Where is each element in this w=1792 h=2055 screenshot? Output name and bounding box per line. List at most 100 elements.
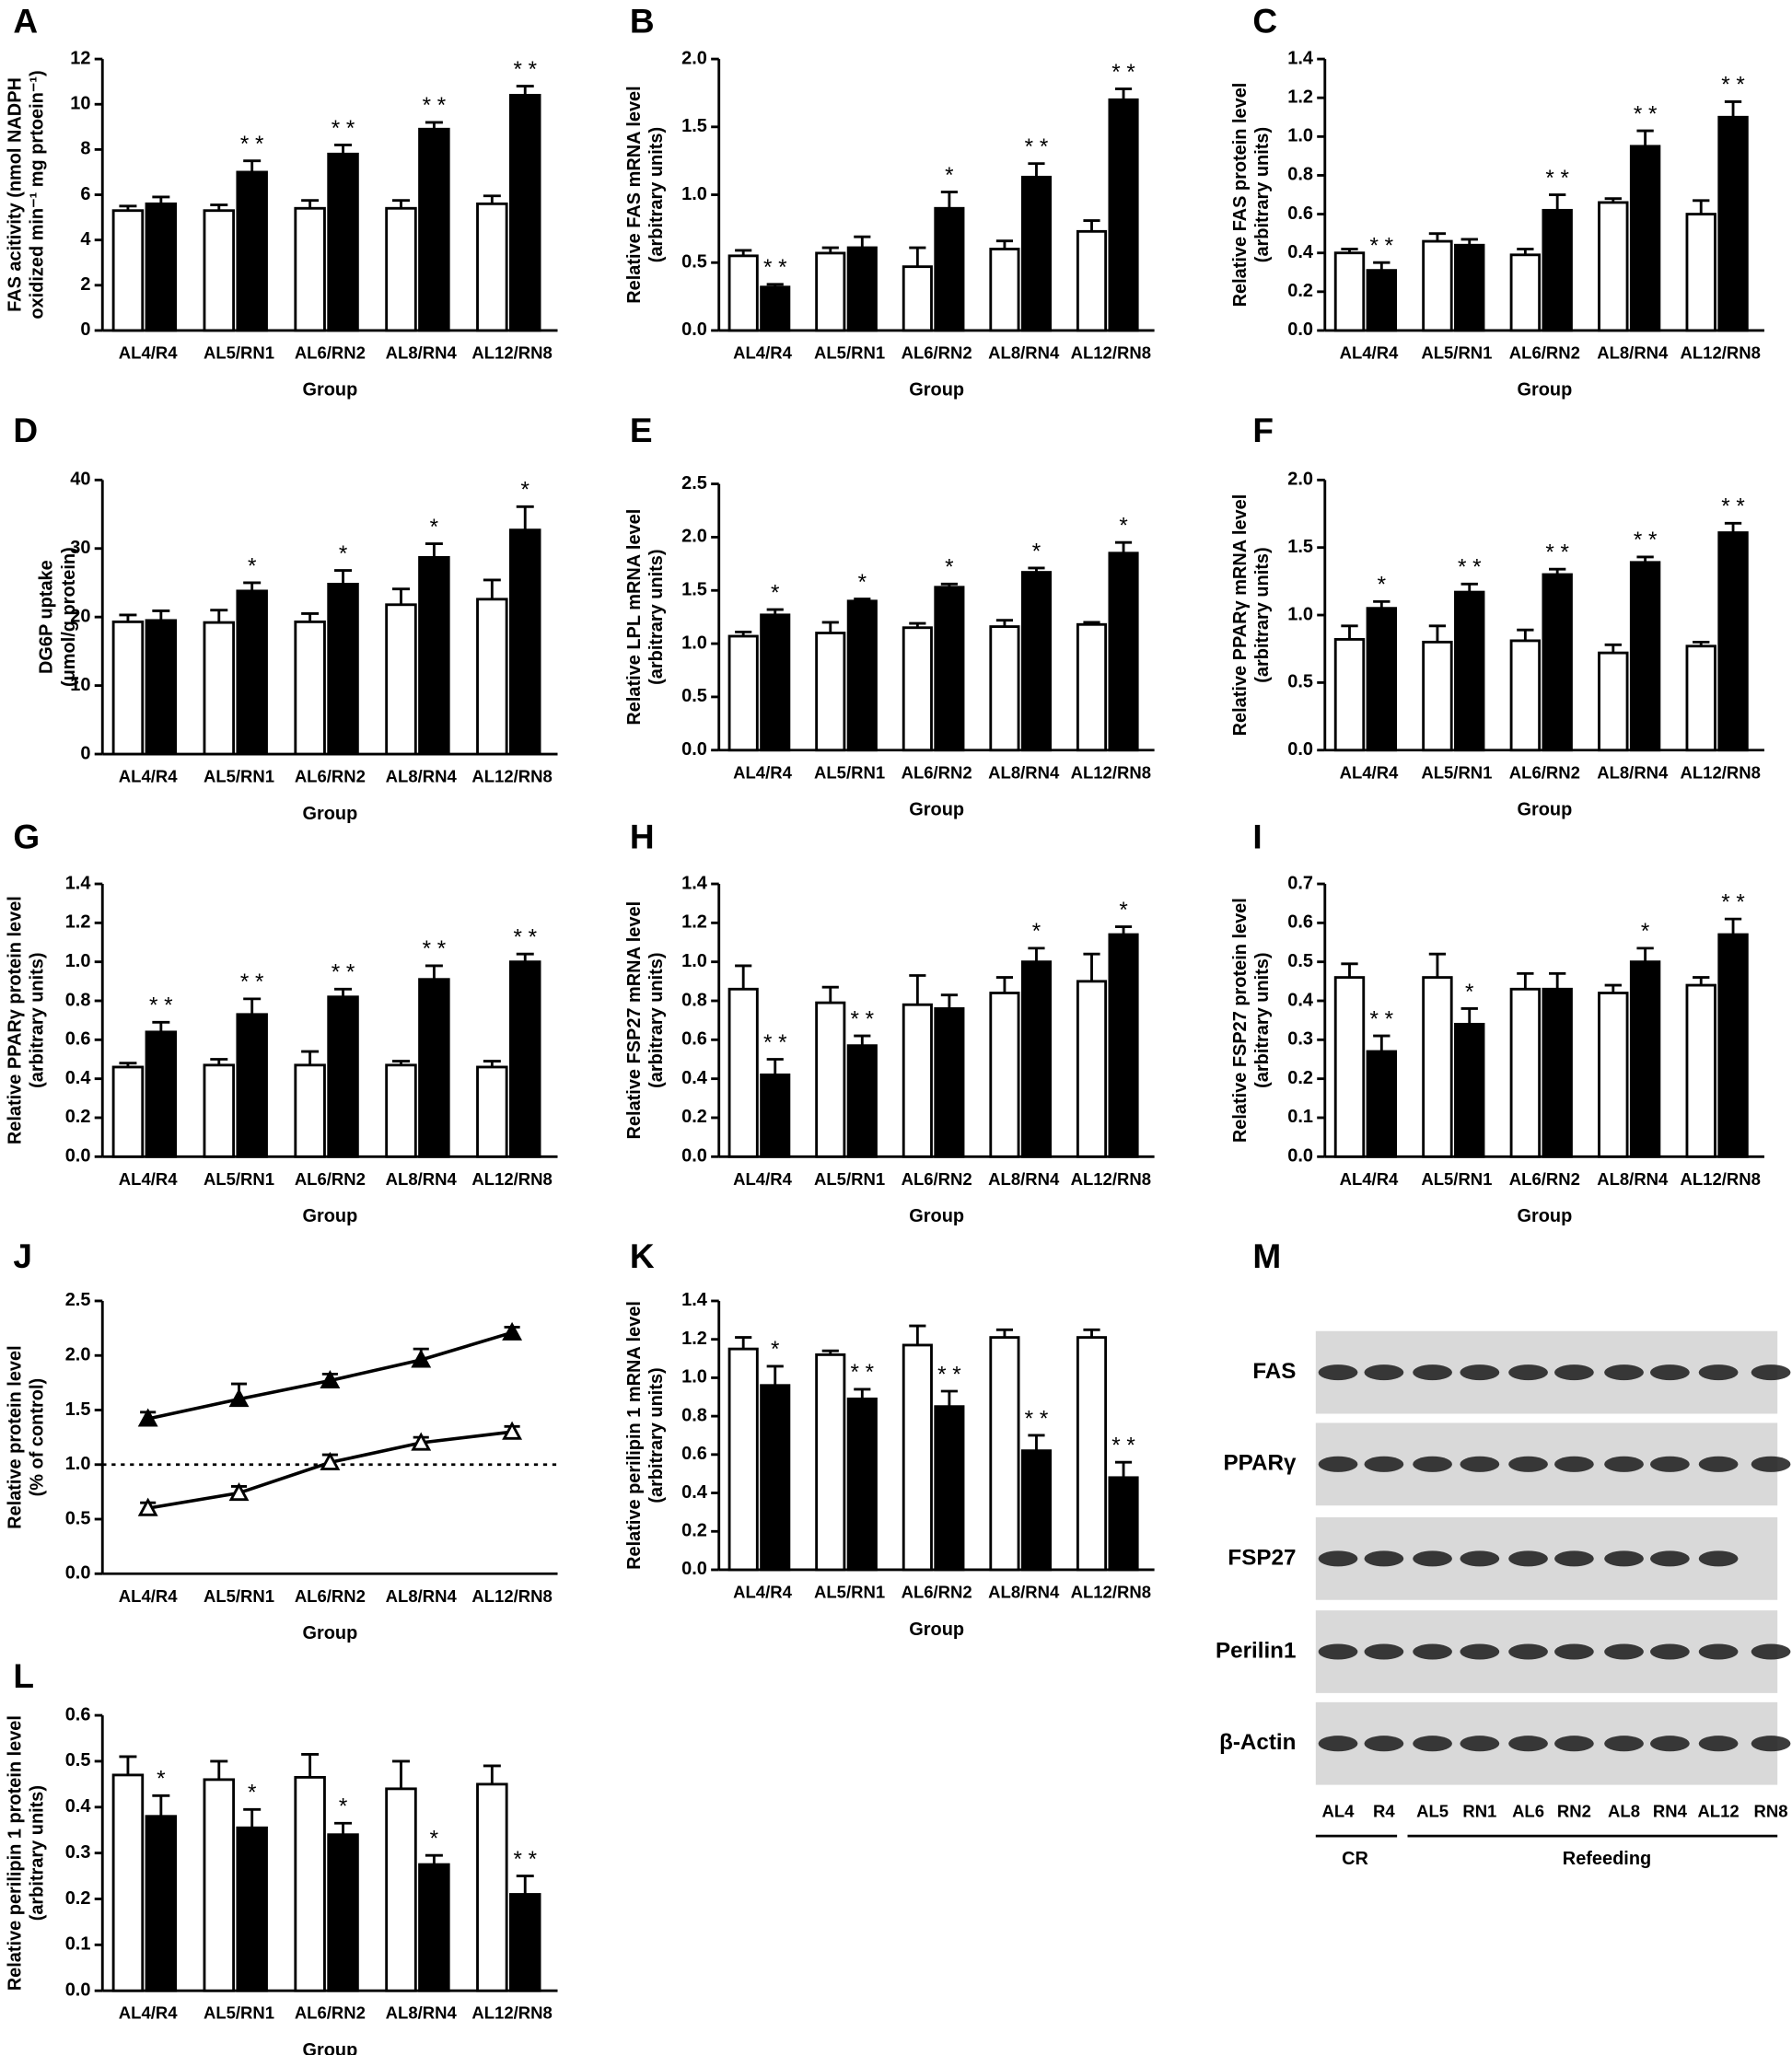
x-tick-label: AL6/RN2 — [1509, 762, 1580, 782]
bar — [934, 206, 965, 332]
y-axis-label: (arbitrary units) — [646, 127, 667, 262]
bar — [1454, 1022, 1485, 1158]
error-bar — [152, 1020, 170, 1032]
significance-mark: * * — [937, 1362, 961, 1387]
bar — [1454, 243, 1485, 332]
bar — [815, 1353, 846, 1572]
x-tick-label: AL6/RN2 — [295, 767, 366, 786]
lane-label: R4 — [1373, 1801, 1395, 1820]
bar — [902, 1343, 933, 1572]
y-tick-label: 1.5 — [681, 580, 707, 600]
x-tick-label: AL12/RN8 — [471, 2003, 552, 2023]
x-tick-label: AL12/RN8 — [1071, 342, 1151, 362]
bar — [418, 1863, 450, 1992]
y-tick-label: 4 — [80, 229, 90, 250]
x-tick-label: AL8/RN4 — [988, 1583, 1060, 1602]
bar — [1629, 960, 1661, 1158]
y-tick-label: 0.0 — [1287, 319, 1313, 340]
y-tick-label: 1.0 — [681, 184, 707, 204]
error-bar — [1517, 628, 1534, 641]
x-tick-label: AL4/R4 — [733, 1583, 792, 1602]
bar — [1685, 644, 1716, 752]
blot-band — [1698, 1364, 1739, 1381]
x-tick-label: AL4/R4 — [733, 342, 792, 362]
y-axis-label: (arbitrary units) — [28, 952, 48, 1087]
significance-mark: * * — [1721, 889, 1745, 914]
significance-mark: * — [1378, 573, 1387, 598]
x-tick-label: AL12/RN8 — [1071, 762, 1151, 782]
y-axis-label: Relative LPL mRNA level — [624, 509, 645, 726]
bar — [1717, 115, 1749, 332]
x-tick-label: AL4/R4 — [733, 1169, 792, 1189]
error-bar — [483, 578, 501, 599]
marker — [137, 1497, 158, 1516]
error-bar — [821, 985, 839, 1004]
bar — [327, 995, 359, 1158]
error-bar — [391, 587, 410, 605]
bar — [1333, 251, 1366, 332]
panel-label: L — [13, 1656, 34, 1695]
error-bar — [301, 199, 320, 209]
bar — [760, 1073, 791, 1158]
significance-mark: * * — [240, 132, 264, 157]
y-axis-label: (arbitrary units) — [646, 549, 667, 684]
blot-band — [1508, 1550, 1548, 1567]
y-tick-label: 0.2 — [681, 1107, 707, 1127]
lane-label: AL12 — [1697, 1801, 1739, 1820]
y-axis-label: Relative FSP27 mRNA level — [624, 901, 645, 1140]
y-axis-label: (arbitrary units) — [1252, 952, 1273, 1087]
significance-mark: * * — [1634, 528, 1658, 552]
x-tick-label: AL4/R4 — [1340, 762, 1399, 782]
y-tick-label: 0.8 — [681, 990, 707, 1010]
blot-band — [1650, 1456, 1690, 1472]
blot-row-label: FSP27 — [1228, 1545, 1296, 1570]
error-bar — [1083, 219, 1100, 232]
error-bar — [1341, 962, 1358, 978]
significance-mark: * — [1641, 919, 1650, 944]
y-axis-label: Relative FAS mRNA level — [624, 86, 645, 303]
marker — [502, 1421, 523, 1440]
y-tick-label: 0.4 — [65, 1796, 91, 1817]
error-bar — [243, 1807, 262, 1829]
significance-mark: * * — [423, 93, 447, 118]
y-tick-label: 8 — [80, 139, 90, 159]
bar — [989, 625, 1020, 752]
bar — [294, 1775, 326, 1992]
error-bar — [940, 1389, 958, 1407]
significance-mark: * * — [851, 1360, 875, 1385]
lane-label: AL6 — [1512, 1801, 1544, 1820]
bar — [1509, 987, 1542, 1158]
error-bar — [243, 159, 262, 172]
error-bar — [1724, 917, 1742, 935]
y-tick-label: 1.0 — [681, 633, 707, 653]
bar — [1108, 551, 1139, 752]
bar — [1108, 98, 1139, 332]
bar — [236, 1013, 268, 1158]
y-tick-label: 1.5 — [681, 116, 707, 136]
bar — [294, 620, 326, 756]
error-bar — [940, 993, 958, 1009]
bar — [1454, 590, 1485, 752]
x-tick-label: AL6/RN2 — [295, 342, 366, 362]
y-tick-label: 2.5 — [681, 473, 707, 493]
bar — [760, 285, 791, 332]
x-tick-label: AL6/RN2 — [1509, 1169, 1580, 1189]
error-bar — [425, 964, 443, 980]
y-tick-label: 1.0 — [1287, 126, 1313, 146]
significance-mark: * * — [763, 255, 787, 280]
x-tick-label: AL4/R4 — [1340, 342, 1399, 362]
y-tick-label: 1.2 — [1287, 87, 1313, 107]
bar — [1108, 1476, 1139, 1572]
bar — [1422, 976, 1453, 1158]
error-bar — [766, 1364, 784, 1386]
bar — [1422, 640, 1453, 752]
y-axis-label: (arbitrary units) — [1252, 127, 1273, 262]
y-axis-label: (μmol/g protein) — [59, 547, 79, 687]
error-bar — [483, 194, 501, 204]
y-tick-label: 0 — [80, 743, 90, 763]
error-bar — [243, 581, 262, 591]
significance-mark: * — [521, 478, 530, 503]
y-tick-label: 0.0 — [65, 1563, 91, 1584]
significance-mark: * * — [1025, 134, 1049, 159]
error-bar — [909, 974, 926, 1005]
